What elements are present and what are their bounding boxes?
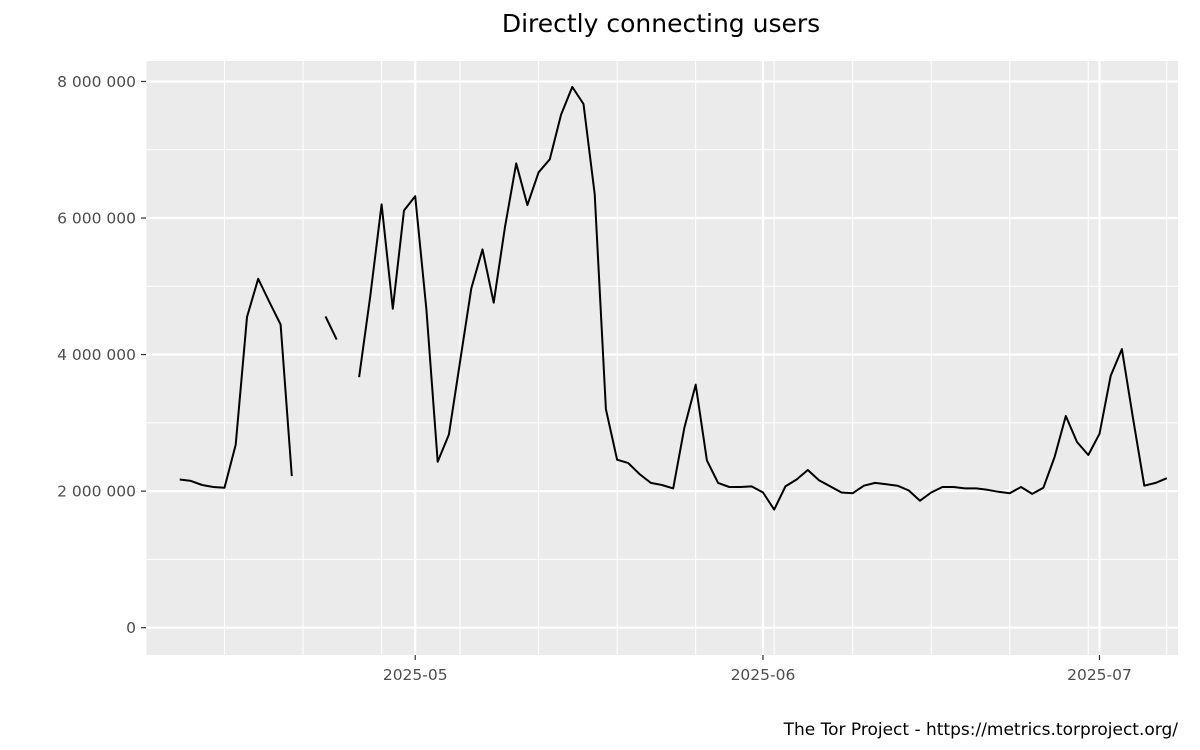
series-line-segment xyxy=(358,85,1168,511)
y-tick-label: 2 000 000 xyxy=(57,483,136,501)
x-tick-label: 2025-07 xyxy=(1067,666,1132,684)
x-tick-label: 2025-05 xyxy=(383,666,448,684)
series-line-segment xyxy=(324,315,338,341)
plot-panel xyxy=(146,61,1178,655)
series-lines xyxy=(179,85,1168,511)
y-tick-label: 8 000 000 xyxy=(57,73,136,91)
chart-title: Directly connecting users xyxy=(502,9,820,38)
grid-minor xyxy=(145,61,1178,655)
x-tick-label: 2025-06 xyxy=(731,666,796,684)
grid-major xyxy=(146,61,1178,655)
series-line-segment xyxy=(179,277,293,489)
x-axis: 2025-05 2025-06 2025-07 xyxy=(383,655,1132,684)
y-tick-label: 4 000 000 xyxy=(57,346,136,364)
y-tick-label: 6 000 000 xyxy=(57,210,136,228)
chart-caption: The Tor Project - https://metrics.torpro… xyxy=(783,720,1179,740)
y-axis: 0 2 000 000 4 000 000 6 000 000 8 000 000 xyxy=(57,73,146,637)
y-tick-label: 0 xyxy=(126,619,136,637)
